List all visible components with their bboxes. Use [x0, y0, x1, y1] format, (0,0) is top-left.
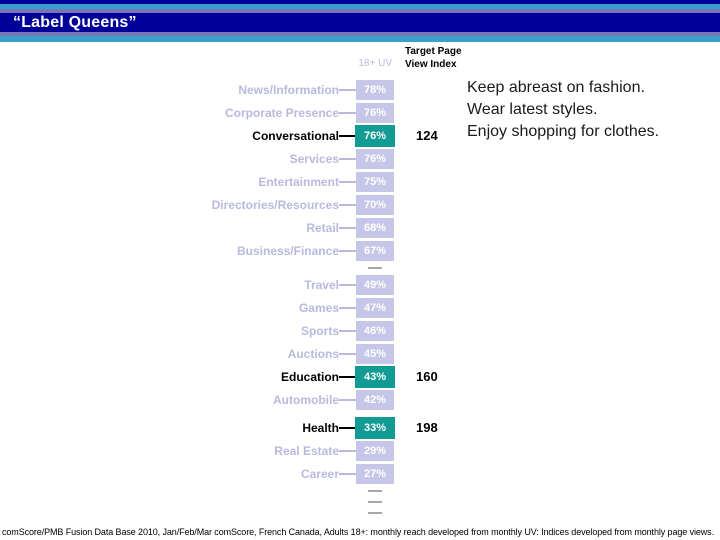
category-label: Business/Finance [236, 243, 339, 258]
column-header-index-line1: Target Page [405, 46, 462, 57]
value-bar: 76% [356, 102, 394, 123]
category-label: Sports [300, 323, 339, 338]
leader-line [339, 111, 356, 114]
header-stripe-navy-top [0, 0, 720, 4]
chart-row: Travel 49% [0, 273, 720, 296]
slide-header: “Label Queens” [0, 0, 720, 42]
value-bar: 46% [356, 320, 394, 341]
column-header-index: Target Page View Index [405, 45, 462, 71]
leader-line [339, 157, 356, 160]
chart-row: Auctions 45% [0, 342, 720, 365]
header-stripe-slate-bottom [0, 32, 720, 36]
chart-row: Retail 68% [0, 216, 720, 239]
scale-break-dash [368, 266, 382, 269]
scale-break-row [0, 485, 720, 496]
value-bar: 45% [356, 343, 394, 364]
annotation-text: Keep abreast on fashion. Wear latest sty… [467, 77, 659, 143]
category-label: Automobile [273, 392, 339, 407]
chart-row: Business/Finance 67% [0, 239, 720, 262]
leader-line [339, 352, 356, 355]
leader-line [339, 375, 356, 378]
value-bar: 76% [356, 148, 394, 169]
leader-line [339, 88, 356, 91]
leader-line [339, 426, 356, 429]
column-header-uv: 18+ UV [358, 58, 392, 69]
index-value: 198 [416, 420, 438, 435]
category-label: Directories/Resources [211, 197, 339, 212]
leader-line [339, 306, 356, 309]
category-label: Services [289, 151, 339, 166]
scale-break-dash [368, 489, 382, 492]
header-stripe-cyan-bottom [0, 36, 720, 42]
scale-break-row [0, 262, 720, 273]
header-stripe-slate-top [0, 9, 720, 13]
chart-row: Entertainment 75% [0, 170, 720, 193]
leader-line [339, 283, 356, 286]
category-label: Career [300, 466, 339, 481]
value-bar: 49% [356, 274, 394, 295]
column-header-index-line2: View Index [405, 59, 457, 70]
leader-line [339, 203, 356, 206]
chart-row: Sports 46% [0, 319, 720, 342]
scale-break-row [0, 496, 720, 507]
value-bar: 33% [355, 416, 395, 439]
value-bar: 70% [356, 194, 394, 215]
category-label: Conversational [252, 128, 339, 143]
chart-row: Real Estate 29% [0, 439, 720, 462]
value-bar: 75% [356, 171, 394, 192]
value-bar: 29% [356, 440, 394, 461]
chart-row: Services 76% [0, 147, 720, 170]
leader-line [339, 472, 356, 475]
category-label: Retail [306, 220, 339, 235]
value-bar: 78% [356, 79, 394, 100]
leader-line [339, 329, 356, 332]
leader-line [339, 249, 356, 252]
chart-row: Education 43% 160 [0, 365, 720, 388]
category-label: Real Estate [274, 443, 339, 458]
category-label: Corporate Presence [224, 105, 339, 120]
scale-break-dash [368, 500, 382, 503]
value-bar: 27% [356, 463, 394, 484]
scale-break-row [0, 507, 720, 518]
chart-row: Automobile 42% [0, 388, 720, 411]
chart-row: News/Information 78% [0, 78, 720, 101]
category-label: Health [302, 420, 339, 435]
chart-row: Games 47% [0, 296, 720, 319]
header-stripe-cyan-top [0, 4, 720, 9]
category-label: Auctions [287, 346, 339, 361]
category-label: Games [298, 300, 339, 315]
scale-break-dash [368, 511, 382, 514]
annotation-line-2: Wear latest styles. [467, 101, 598, 118]
leader-line [339, 226, 356, 229]
category-label: Entertainment [258, 174, 339, 189]
value-bar: 76% [355, 124, 395, 147]
value-bar: 43% [355, 365, 395, 388]
annotation-line-3: Enjoy shopping for clothes. [467, 123, 660, 140]
leader-line [339, 134, 356, 137]
value-bar: 68% [356, 217, 394, 238]
index-value: 124 [416, 128, 438, 143]
value-bar: 47% [356, 297, 394, 318]
chart-rows: News/Information 78% Corporate Presence 76%… [0, 78, 720, 518]
category-label: Travel [304, 277, 339, 292]
index-value: 160 [416, 369, 438, 384]
chart-row: Career 27% [0, 462, 720, 485]
chart-row: Corporate Presence 76% [0, 101, 720, 124]
chart-row: Conversational 76% 124 [0, 124, 720, 147]
value-bar: 42% [356, 389, 394, 410]
source-note: comScore/PMB Fusion Data Base 2010, Jan/… [2, 527, 714, 537]
leader-line [339, 398, 356, 401]
category-label: News/Information [238, 82, 339, 97]
chart-row: Health 33% 198 [0, 416, 720, 439]
category-label: Education [280, 369, 339, 384]
leader-line [339, 180, 356, 183]
chart-row: Directories/Resources 70% [0, 193, 720, 216]
value-bar: 67% [356, 240, 394, 261]
title-bar: “Label Queens” [0, 13, 720, 32]
slide-title: “Label Queens” [13, 14, 137, 31]
leader-line [339, 449, 356, 452]
annotation-line-1: Keep abreast on fashion. [467, 79, 645, 96]
